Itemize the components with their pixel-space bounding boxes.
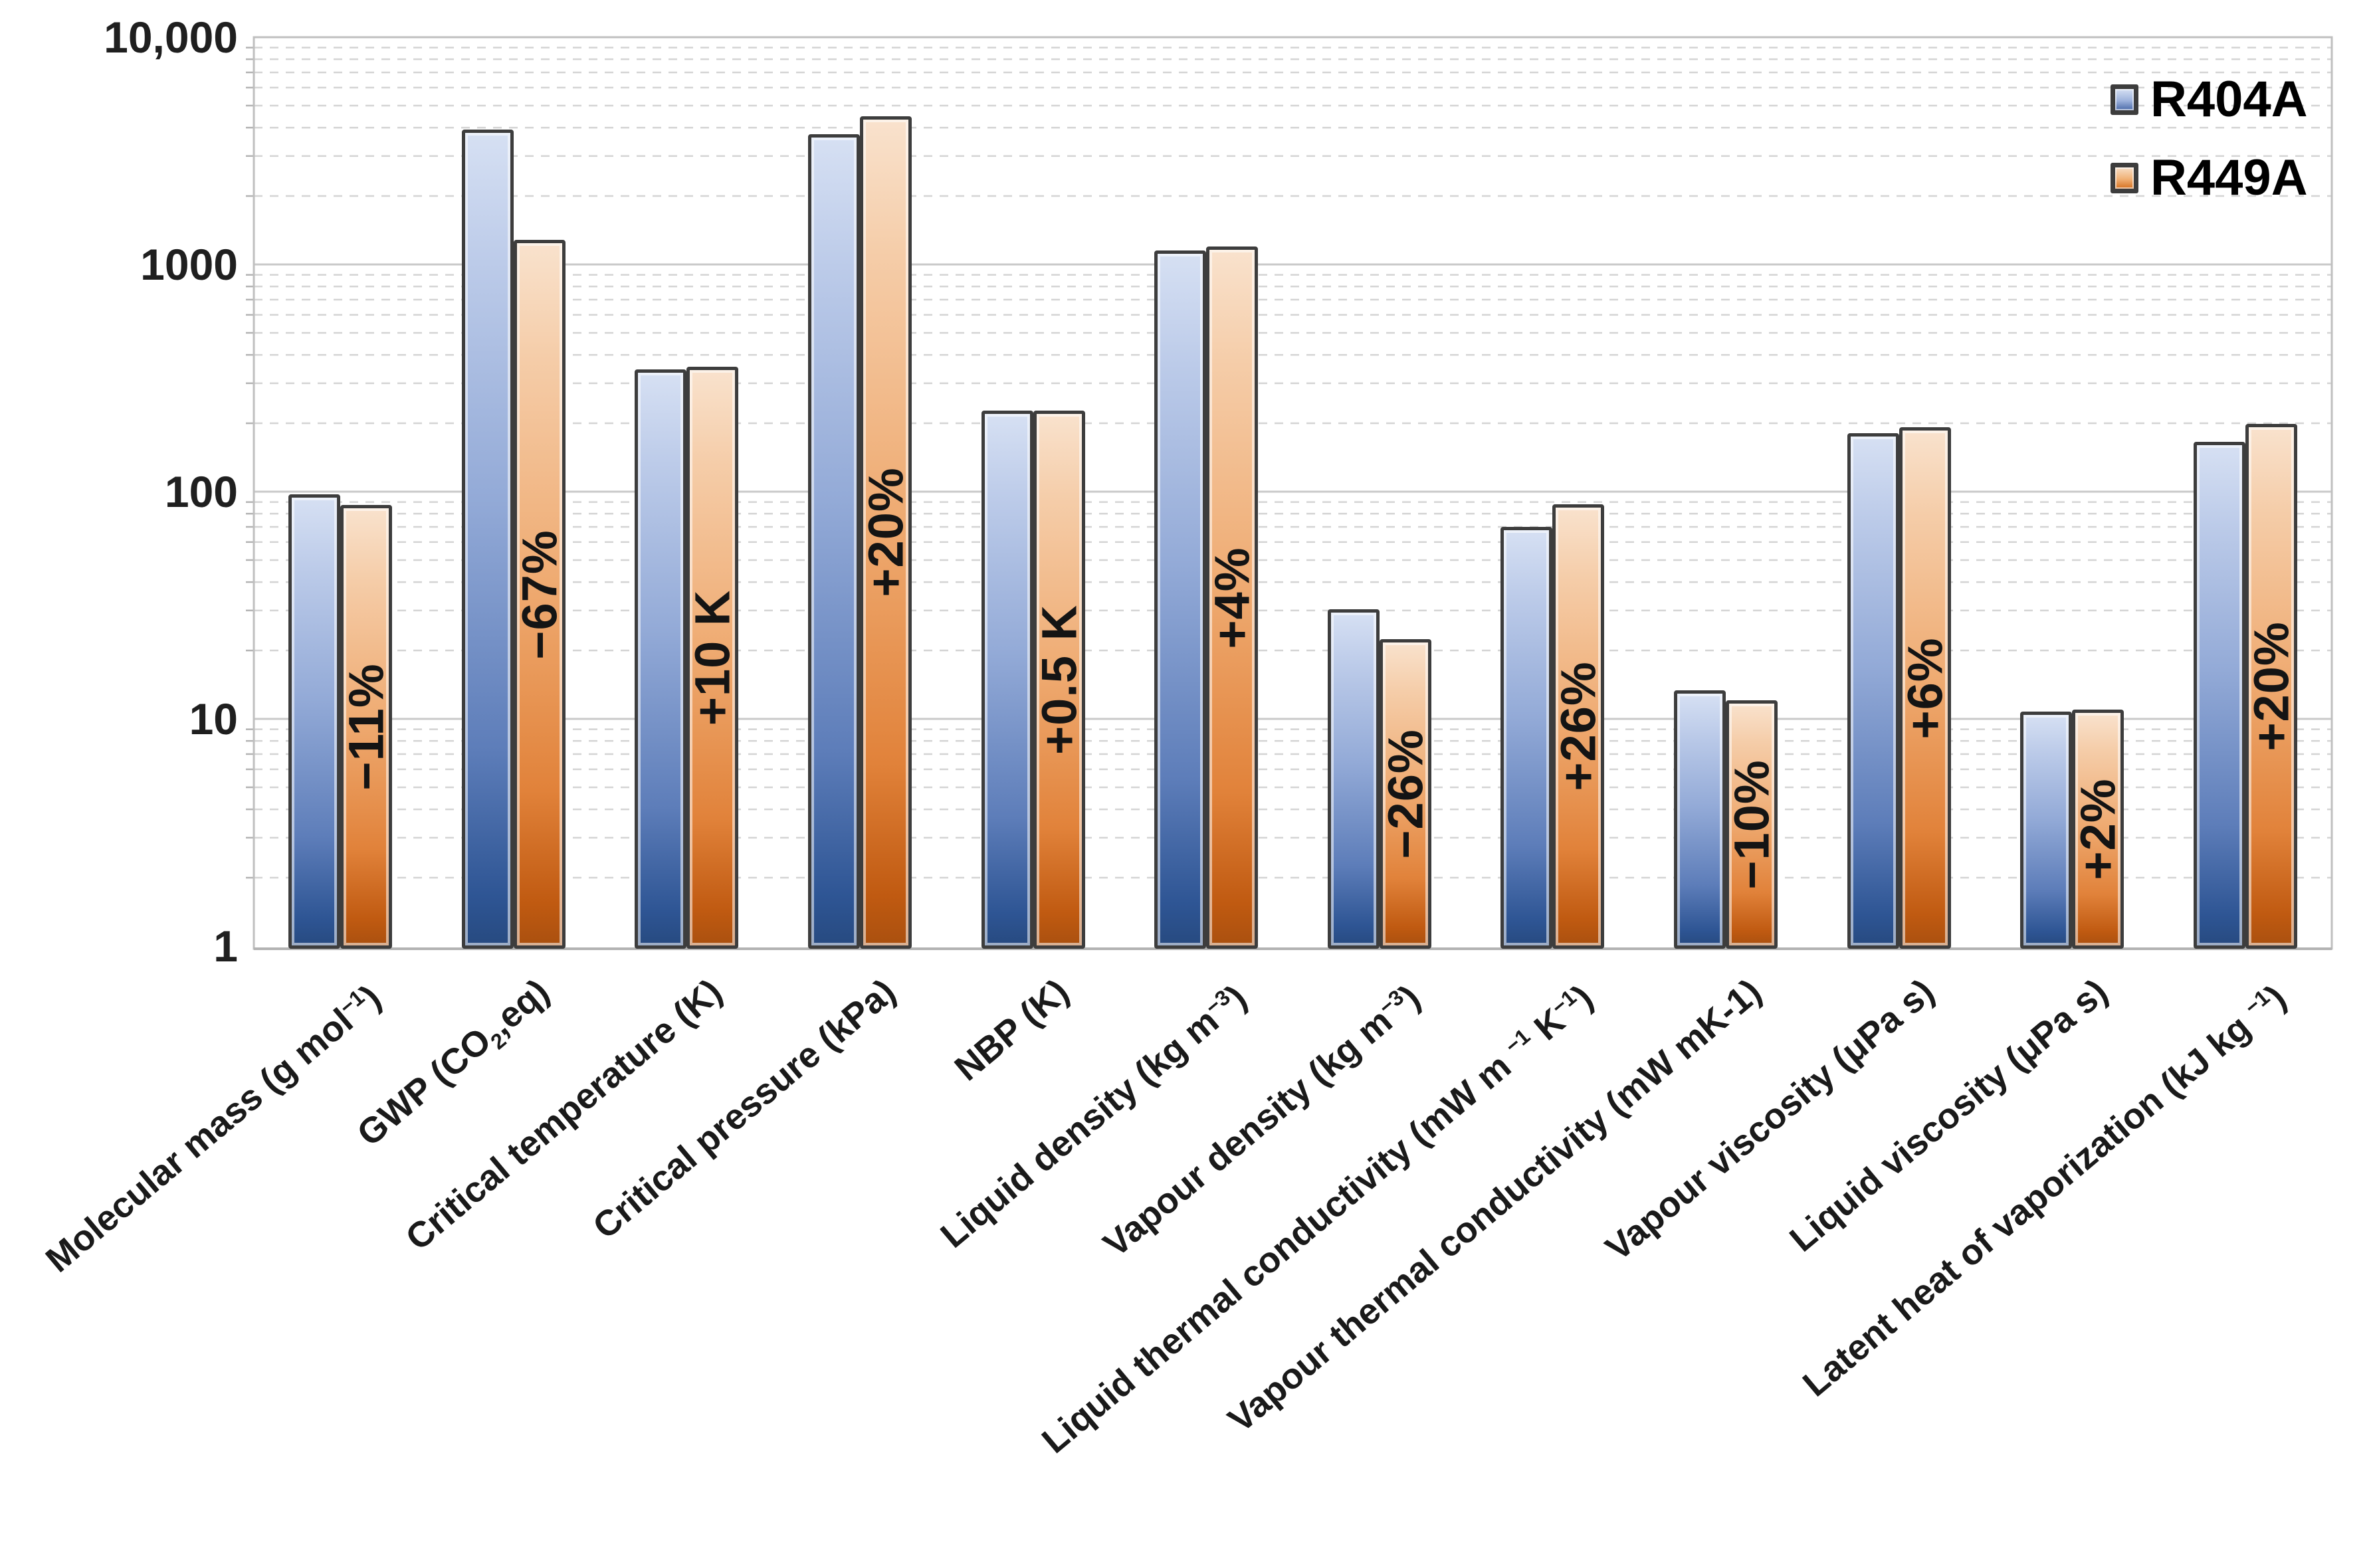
bar-r449a-latent-heat xyxy=(2245,423,2297,949)
annotation-vapour-thermal-conductivity: −10% xyxy=(1724,759,1780,890)
bar-r449a-nbp xyxy=(1033,410,1085,949)
y-tick-label-1000: 1000 xyxy=(140,240,238,289)
bar-r449a-critical-pressure xyxy=(860,116,912,949)
bar-r404a-liquid-density xyxy=(1154,250,1207,949)
legend-label-r404a: R404A xyxy=(2150,71,2308,128)
annotation-latent-heat: +20% xyxy=(2243,621,2299,751)
y-tick-label-10000: 10,000 xyxy=(104,13,238,62)
legend-item-r449a: R449A xyxy=(2111,153,2308,203)
annotation-vapour-viscosity: +6% xyxy=(1897,637,1953,739)
bar-r449a-vapour-viscosity xyxy=(1899,427,1951,949)
bar-r449a-liquid-viscosity xyxy=(2072,709,2124,949)
bar-r404a-critical-pressure xyxy=(808,134,861,949)
bar-r449a-vapour-thermal-conductivity xyxy=(1725,700,1778,949)
bar-r404a-liquid-thermal-conductivity xyxy=(1500,526,1553,949)
bar-r404a-critical-temperature xyxy=(635,369,687,949)
bar-r449a-molecular-mass xyxy=(340,505,393,949)
annotation-liquid-thermal-conductivity: +26% xyxy=(1550,661,1606,792)
legend-swatch-r404a xyxy=(2111,84,2138,115)
bar-r404a-nbp xyxy=(981,411,1033,949)
bar-r404a-gwp xyxy=(461,130,514,949)
legend-item-r404a: R404A xyxy=(2111,74,2308,125)
y-tick-label-1: 1 xyxy=(213,922,238,971)
y-tick-label-10: 10 xyxy=(189,694,238,743)
legend-label-r449a: R449A xyxy=(2150,149,2308,206)
bar-r449a-vapour-density xyxy=(1379,639,1431,949)
annotation-critical-pressure: +20% xyxy=(858,467,914,597)
bar-r449a-gwp xyxy=(513,240,566,949)
legend-swatch-r449a xyxy=(2111,163,2138,193)
bar-r449a-critical-temperature xyxy=(686,366,739,949)
annotation-molecular-mass: −11% xyxy=(338,663,394,791)
annotation-gwp: −67% xyxy=(512,529,567,660)
bar-r404a-vapour-density xyxy=(1327,609,1380,949)
bar-r404a-latent-heat xyxy=(2193,441,2245,949)
bar-r404a-liquid-viscosity xyxy=(2020,711,2073,949)
bar-r449a-liquid-thermal-conductivity xyxy=(1552,504,1605,949)
bar-r449a-liquid-density xyxy=(1206,246,1259,949)
annotation-liquid-viscosity: +2% xyxy=(2070,778,2126,880)
annotation-liquid-density: +4% xyxy=(1204,547,1260,649)
bar-r404a-molecular-mass xyxy=(288,494,341,949)
y-tick-label-100: 100 xyxy=(164,467,238,516)
bar-r404a-vapour-thermal-conductivity xyxy=(1673,690,1726,949)
bar-r404a-vapour-viscosity xyxy=(1847,433,1899,949)
annotation-nbp: +0.5 K xyxy=(1031,604,1087,755)
annotation-critical-temperature: +10 K xyxy=(684,589,740,726)
annotation-vapour-density: −26% xyxy=(1378,729,1433,859)
